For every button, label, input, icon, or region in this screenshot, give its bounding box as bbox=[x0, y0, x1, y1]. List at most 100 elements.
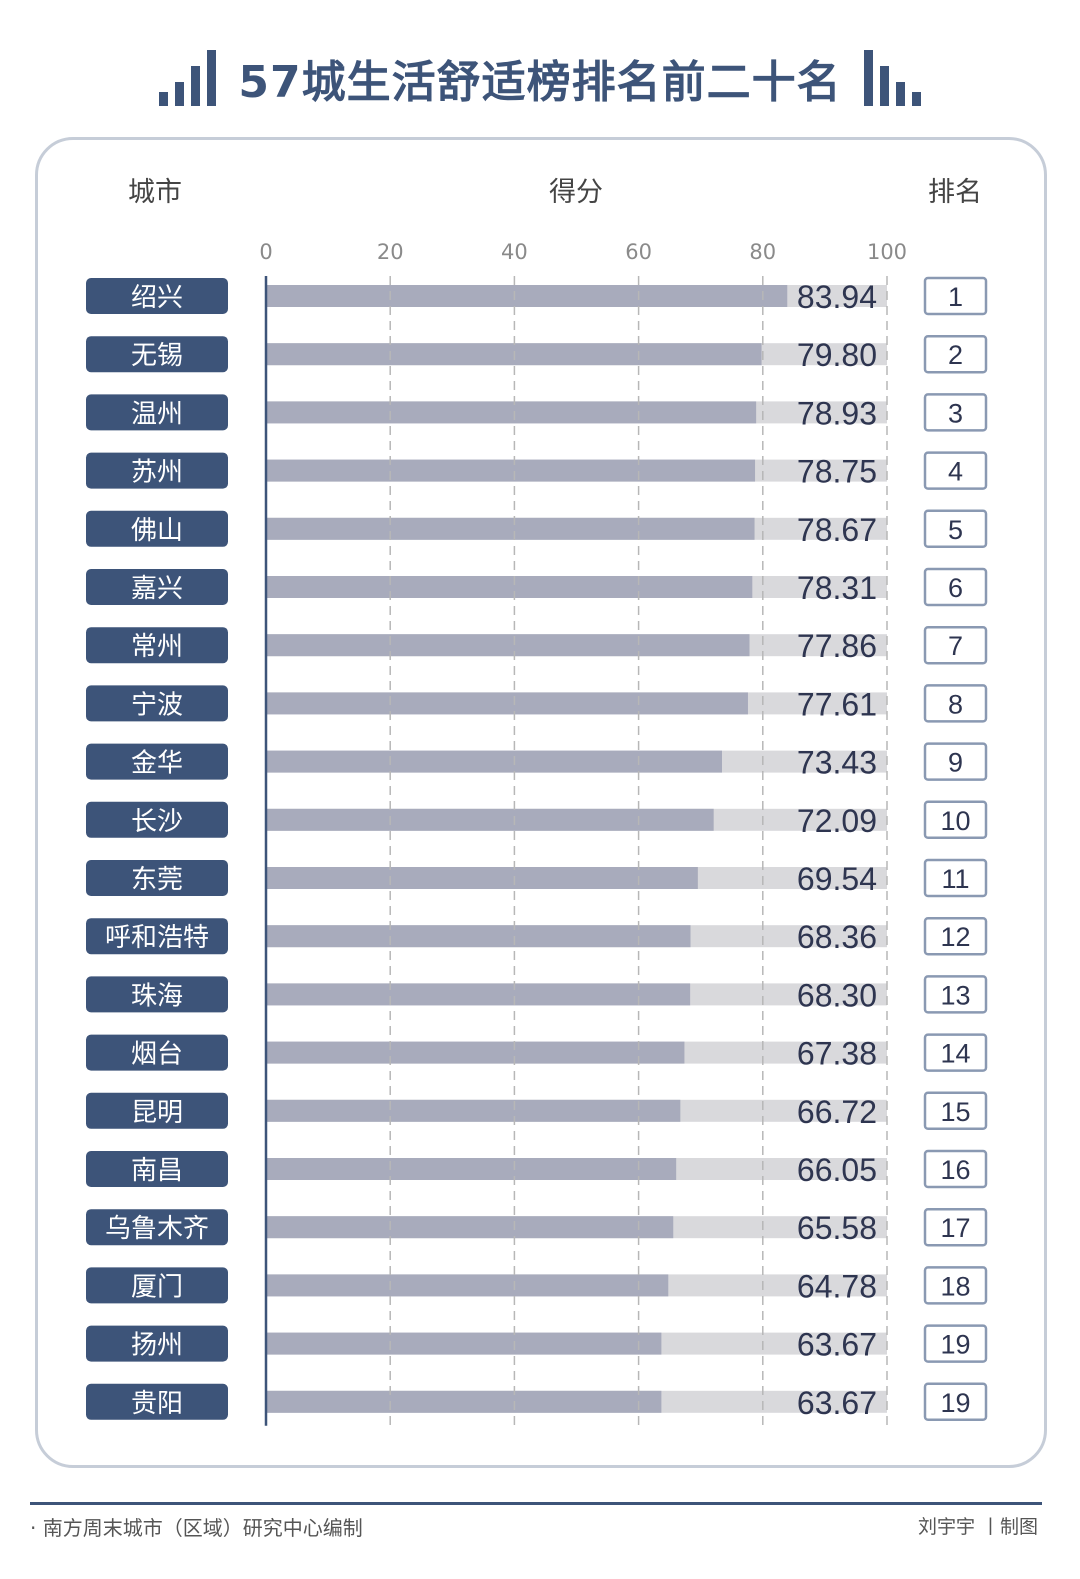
value-label: 63.67 bbox=[797, 1327, 877, 1363]
rank-label: 10 bbox=[940, 806, 970, 836]
value-label: 65.58 bbox=[797, 1210, 877, 1246]
bar bbox=[266, 925, 691, 948]
rank-box bbox=[923, 1149, 988, 1189]
rank-box bbox=[923, 334, 988, 374]
bar bbox=[266, 867, 698, 889]
bar bbox=[266, 1332, 662, 1355]
rank-box bbox=[923, 1382, 988, 1422]
value-label: 77.86 bbox=[797, 628, 877, 664]
rank-label: 9 bbox=[948, 748, 963, 778]
rank-label: 8 bbox=[948, 689, 963, 719]
rank-label: 14 bbox=[940, 1039, 970, 1069]
rank-box bbox=[923, 975, 988, 1014]
rank-label: 2 bbox=[948, 340, 963, 370]
city-label-box bbox=[86, 801, 228, 838]
value-label: 67.38 bbox=[797, 1036, 877, 1072]
x-tick-label: 80 bbox=[749, 240, 776, 264]
value-label: 64.78 bbox=[797, 1268, 877, 1304]
bar bbox=[266, 401, 757, 424]
bar bbox=[266, 1099, 681, 1122]
city-label: 金华 bbox=[131, 749, 183, 779]
x-tick-label: 60 bbox=[625, 240, 652, 264]
bar bbox=[266, 1216, 674, 1239]
rank-label: 13 bbox=[940, 980, 970, 1010]
rank-label: 17 bbox=[940, 1213, 970, 1243]
rank-label: 15 bbox=[940, 1097, 970, 1127]
x-tick-label: 20 bbox=[377, 240, 404, 264]
rank-box bbox=[923, 1207, 988, 1247]
rank-box bbox=[923, 858, 988, 898]
footer-source: · 南方周末城市（区域）研究中心编制 bbox=[30, 1516, 363, 1540]
city-label: 宁波 bbox=[131, 690, 183, 720]
value-label: 63.67 bbox=[797, 1385, 877, 1421]
rank-box bbox=[923, 393, 988, 432]
bar bbox=[266, 517, 755, 540]
rank-box bbox=[923, 1324, 988, 1363]
city-label: 贵阳 bbox=[131, 1389, 183, 1419]
rank-label: 12 bbox=[940, 922, 970, 952]
rank-box bbox=[923, 916, 988, 956]
city-label: 常州 bbox=[131, 632, 183, 662]
city-label-box bbox=[86, 860, 228, 896]
value-label: 66.72 bbox=[797, 1094, 877, 1130]
rank-box bbox=[923, 567, 988, 607]
city-label: 昆明 bbox=[131, 1098, 183, 1128]
rank-label: 1 bbox=[948, 282, 963, 312]
bar-chart-icon-right bbox=[863, 50, 921, 106]
value-label: 68.36 bbox=[797, 919, 877, 955]
value-label: 78.67 bbox=[797, 512, 877, 548]
city-label: 烟台 bbox=[131, 1040, 183, 1070]
city-label-box bbox=[86, 336, 228, 373]
city-label-box bbox=[86, 1034, 228, 1071]
city-label-box bbox=[86, 1267, 228, 1304]
city-label-box bbox=[86, 1325, 228, 1362]
value-label: 78.31 bbox=[797, 570, 877, 606]
rank-label: 19 bbox=[940, 1388, 970, 1418]
title-bar: 57城生活舒适榜排名前二十名 bbox=[0, 38, 1080, 118]
bar bbox=[266, 459, 756, 482]
city-label: 无锡 bbox=[131, 341, 183, 371]
value-label: 66.05 bbox=[797, 1152, 877, 1188]
city-label: 长沙 bbox=[131, 807, 183, 837]
rank-box bbox=[923, 1091, 988, 1131]
city-label: 呼和浩特 bbox=[105, 923, 209, 953]
bar bbox=[266, 576, 753, 598]
rank-label: 16 bbox=[940, 1155, 970, 1185]
bar bbox=[266, 983, 691, 1006]
rank-label: 11 bbox=[941, 864, 969, 894]
city-label-box bbox=[86, 1383, 228, 1420]
column-header-score: 得分 bbox=[549, 177, 603, 208]
bar bbox=[266, 692, 748, 715]
rank-label: 19 bbox=[940, 1330, 970, 1360]
rank-box bbox=[923, 276, 988, 316]
city-label-box bbox=[86, 976, 228, 1013]
column-header-city: 城市 bbox=[128, 177, 182, 208]
city-label: 苏州 bbox=[131, 458, 183, 488]
bar bbox=[266, 750, 723, 773]
rank-label: 5 bbox=[948, 515, 963, 545]
rank-box bbox=[923, 800, 988, 840]
city-label-box bbox=[86, 452, 228, 489]
column-header-rank: 排名 bbox=[928, 177, 982, 208]
city-label: 珠海 bbox=[131, 981, 183, 1011]
value-label: 73.43 bbox=[797, 745, 877, 781]
city-label-box bbox=[86, 743, 228, 780]
value-label: 83.94 bbox=[797, 279, 877, 315]
rank-label: 3 bbox=[948, 398, 963, 428]
city-label-box bbox=[86, 569, 228, 605]
city-label-box bbox=[86, 1151, 228, 1187]
bar bbox=[266, 1041, 685, 1064]
chart-panel bbox=[35, 137, 1047, 1468]
city-label-box bbox=[86, 918, 228, 955]
city-label: 温州 bbox=[131, 399, 183, 429]
bar-chart-icon-left bbox=[159, 50, 217, 106]
bar bbox=[266, 285, 788, 307]
city-label-box bbox=[86, 685, 228, 722]
rank-box bbox=[923, 451, 988, 490]
rank-box bbox=[923, 509, 988, 549]
value-label: 69.54 bbox=[797, 861, 877, 897]
city-label: 嘉兴 bbox=[131, 574, 183, 604]
rank-label: 18 bbox=[940, 1271, 970, 1301]
x-tick-label: 40 bbox=[501, 240, 528, 264]
value-label: 68.30 bbox=[797, 977, 877, 1013]
